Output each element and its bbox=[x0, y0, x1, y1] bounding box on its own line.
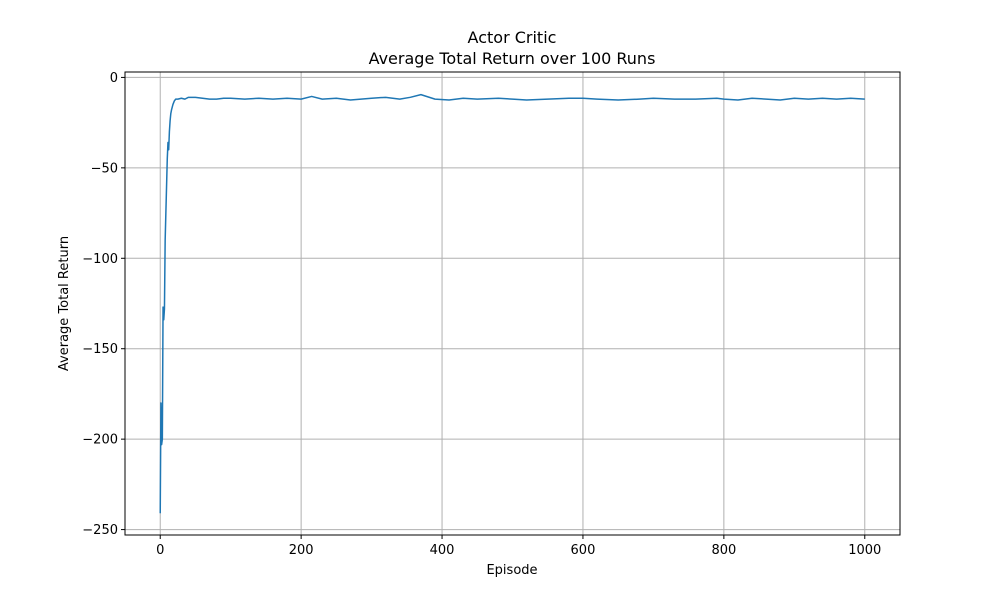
x-tick-label: 0 bbox=[156, 543, 164, 558]
x-tick-label: 800 bbox=[711, 543, 736, 558]
y-tick-label: −150 bbox=[82, 342, 118, 357]
ticks: 0 200 400 600 800 1000 0 −50 −100 −150 −200 −250 bbox=[82, 71, 881, 558]
y-axis-label: Average Total Return bbox=[57, 236, 72, 371]
x-tick-label: 1000 bbox=[848, 543, 881, 558]
y-tick-label: 0 bbox=[110, 71, 118, 86]
grid bbox=[125, 72, 900, 535]
x-axis-label: Episode bbox=[486, 563, 537, 578]
x-tick-label: 400 bbox=[430, 543, 455, 558]
chart-title: Actor Critic bbox=[468, 28, 557, 47]
y-tick-label: −50 bbox=[91, 161, 118, 176]
y-tick-label: −200 bbox=[82, 433, 118, 448]
y-tick-label: −250 bbox=[82, 523, 118, 538]
series-line bbox=[159, 93, 865, 514]
chart-subtitle: Average Total Return over 100 Runs bbox=[369, 49, 656, 68]
x-tick-label: 200 bbox=[289, 543, 314, 558]
y-tick-label: −100 bbox=[82, 252, 118, 267]
x-tick-label: 600 bbox=[571, 543, 596, 558]
plot-frame bbox=[124, 71, 901, 536]
series-layer bbox=[159, 93, 865, 514]
